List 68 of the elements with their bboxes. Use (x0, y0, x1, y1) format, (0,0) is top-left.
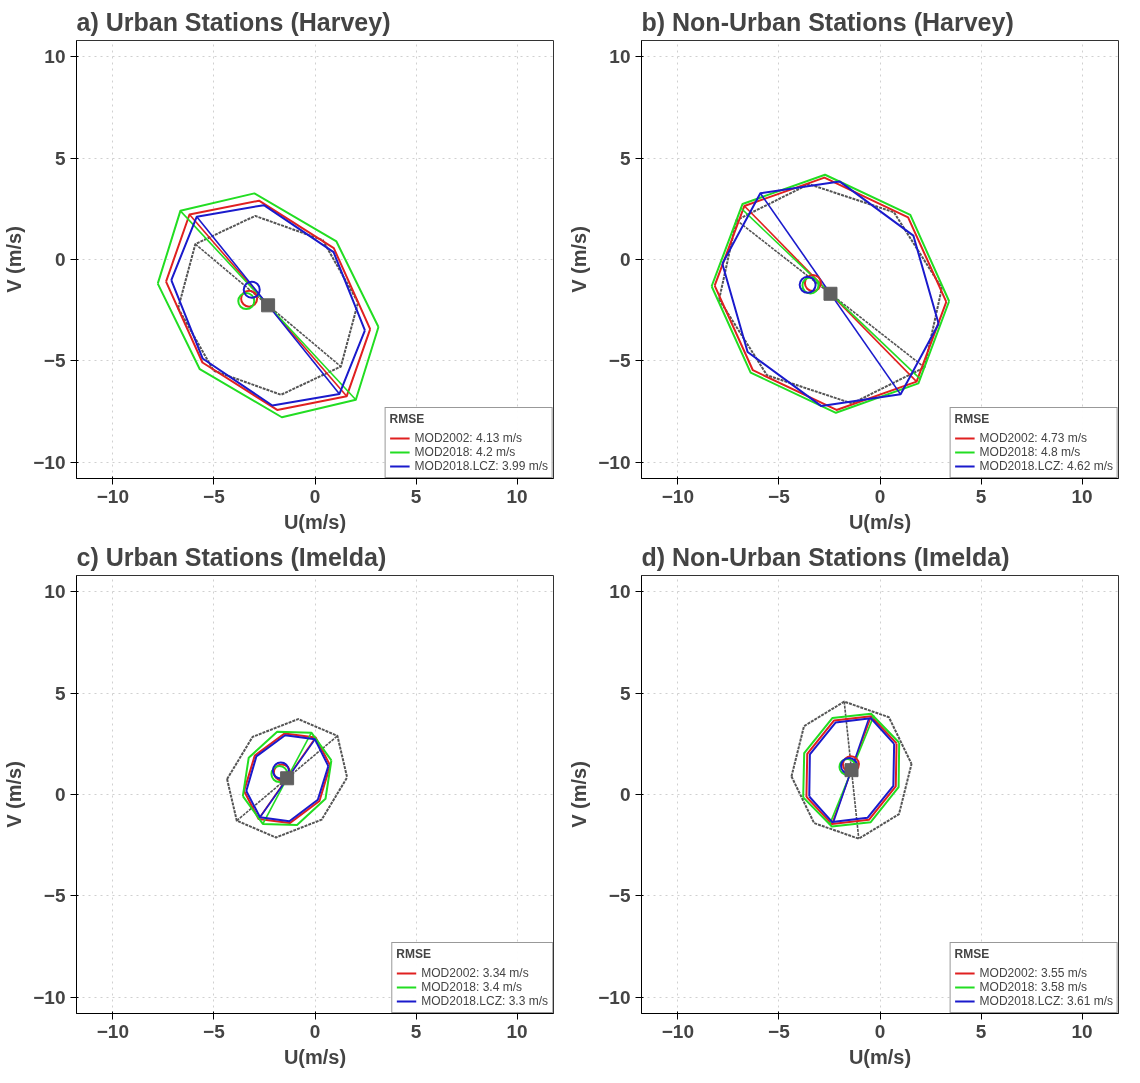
y-tick-label: −10 (33, 986, 66, 1008)
legend-label: MOD2018.LCZ: 4.62 m/s (979, 459, 1113, 473)
legend-label: MOD2002: 3.55 m/s (979, 966, 1087, 980)
x-tick-label: −10 (96, 485, 129, 507)
x-axis-title: U(m/s) (283, 510, 347, 533)
legend-title: RMSE (954, 947, 991, 961)
x-tick-label: 0 (874, 1020, 886, 1042)
x-tick-label: 5 (410, 485, 422, 507)
legend-label: MOD2002: 4.13 m/s (414, 431, 522, 445)
y-tick-label: −5 (43, 350, 66, 372)
x-tick-label: 0 (309, 1020, 321, 1042)
x-tick-label: −10 (661, 485, 694, 507)
x-tick-label: −5 (203, 1020, 226, 1042)
y-tick-label: 5 (54, 147, 66, 169)
y-tick-label: 0 (619, 784, 631, 805)
legend-label: MOD2018: 3.58 m/s (979, 980, 1087, 994)
x-axis-title: U(m/s) (848, 510, 912, 533)
x-tick-label: −10 (96, 1020, 129, 1042)
x-tick-label: 0 (874, 485, 886, 507)
y-tick-label: 10 (609, 581, 631, 603)
chart-title: b) Non-Urban Stations (Harvey) (641, 7, 1014, 36)
x-tick-label: 10 (506, 1020, 528, 1042)
legend-title: RMSE (396, 947, 432, 961)
y-axis-title: V (m/s) (568, 226, 591, 293)
x-tick-label: 10 (1071, 485, 1093, 507)
y-tick-label: 0 (54, 249, 66, 270)
legend-label: MOD2002: 4.73 m/s (979, 431, 1087, 445)
legend-title: RMSE (389, 412, 426, 426)
legend-label: MOD2018: 3.4 m/s (421, 980, 522, 994)
y-axis-title: V (m/s) (3, 761, 26, 828)
chart-title: d) Non-Urban Stations (Imelda) (641, 542, 1010, 571)
legend-label: MOD2018.LCZ: 3.99 m/s (414, 459, 548, 473)
x-tick-label: 0 (309, 485, 321, 507)
legend-label: MOD2018: 4.8 m/s (979, 445, 1081, 459)
chart-title: c) Urban Stations (Imelda) (76, 542, 387, 571)
x-tick-label: −5 (768, 1020, 791, 1042)
legend-label: MOD2018: 4.2 m/s (414, 445, 516, 459)
x-tick-label: 10 (1071, 1020, 1093, 1042)
y-axis-title: V (m/s) (568, 761, 591, 828)
y-tick-label: −10 (33, 451, 66, 473)
legend-title: RMSE (954, 412, 991, 426)
y-tick-label: 5 (619, 147, 631, 169)
chart-title: a) Urban Stations (Harvey) (76, 7, 391, 36)
y-axis-title: V (m/s) (3, 226, 26, 293)
y-tick-label: −5 (43, 885, 66, 907)
x-tick-label: −5 (768, 485, 791, 507)
y-tick-label: 5 (54, 682, 66, 704)
legend-label: MOD2018.LCZ: 3.3 m/s (421, 994, 548, 1008)
y-tick-label: −5 (608, 885, 631, 907)
x-tick-label: 5 (410, 1020, 422, 1042)
legend-label: MOD2018.LCZ: 3.61 m/s (979, 994, 1113, 1008)
y-tick-label: 5 (619, 682, 631, 704)
x-tick-label: −5 (203, 485, 226, 507)
y-tick-label: −5 (608, 350, 631, 372)
y-tick-label: −10 (598, 451, 631, 473)
x-tick-label: 5 (975, 485, 987, 507)
y-tick-label: 0 (619, 249, 631, 270)
x-tick-label: 10 (506, 485, 528, 507)
x-axis-title: U(m/s) (283, 1045, 347, 1068)
y-tick-label: −10 (598, 986, 631, 1008)
legend-label: MOD2002: 3.34 m/s (421, 966, 529, 980)
y-tick-label: 10 (609, 46, 631, 68)
y-tick-label: 10 (44, 46, 66, 68)
x-tick-label: −10 (661, 1020, 694, 1042)
y-tick-label: 0 (54, 784, 66, 805)
x-axis-title: U(m/s) (848, 1045, 912, 1068)
x-tick-label: 5 (975, 1020, 987, 1042)
y-tick-label: 10 (44, 581, 66, 603)
